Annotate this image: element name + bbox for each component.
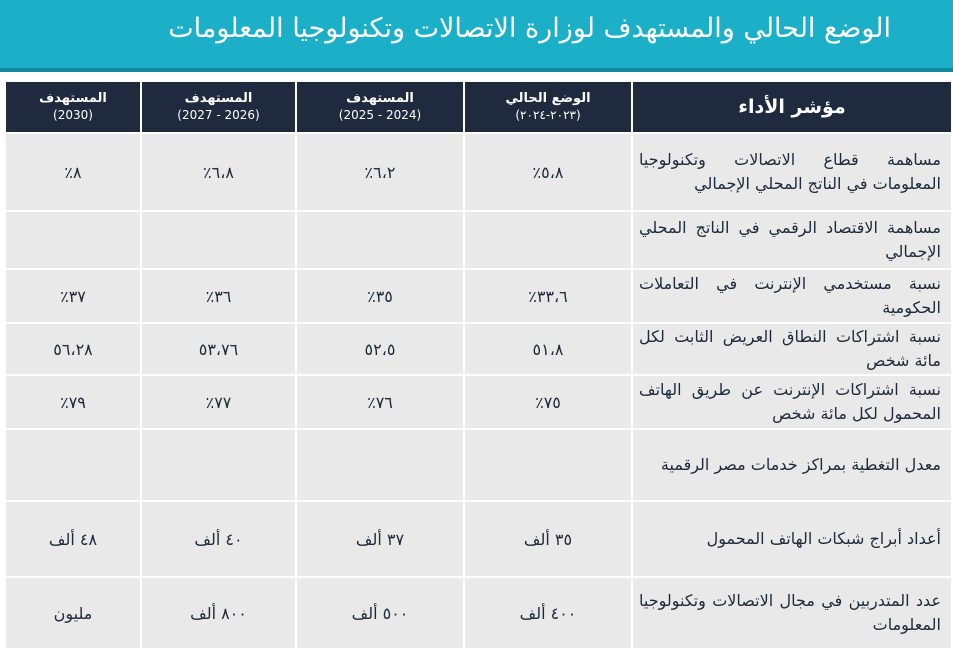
value-cell: ٣٣،٦٪ [463,268,633,324]
indicator-cell: معدل التغطية بمراكز خدمات مصر الرقمية [631,428,953,502]
value-cell [140,210,297,270]
table-row: عدد المتدربين في مجال الاتصالات وتكنولوج… [4,576,953,650]
column-header-target-2027: المستهدف (2026 - 2027) [140,80,297,134]
table-row: نسبة اشتراكات الإنترنت عن طريق الهاتف ال… [4,374,953,430]
value-cell: ٨٠٠ ألف [140,576,297,650]
table-row: أعداد أبراج شبكات الهاتف المحمول ٣٥ ألف … [4,500,953,578]
column-header-label: الوضع الحالي [505,91,591,106]
column-header-period: (2026 - 2027) [177,108,260,122]
value-cell: ٥٢،٥ [295,322,465,376]
table-row: نسبة مستخدمي الإنترنت في التعاملات الحكو… [4,268,953,324]
column-header-period: (2024 - 2025) [338,108,422,122]
table-row: مساهمة قطاع الاتصالات وتكنولوجيا المعلوم… [4,132,953,212]
column-header-target-2025: المستهدف (2024 - 2025) [295,80,465,134]
value-cell [140,428,297,502]
column-header-period: (2030) [53,108,93,122]
indicator-column-header: مؤشر الأداء [631,80,953,134]
value-cell: ٦،٨٪ [140,132,297,212]
value-cell: ٣٧٪ [4,268,142,324]
value-cell: ٣٧ ألف [295,500,465,578]
value-cell: ٥٠٠ ألف [295,576,465,650]
value-cell: مليون [4,576,142,650]
column-header-label: المستهدف [184,91,253,106]
value-cell [463,428,633,502]
title-banner: الوضع الحالي والمستهدف لوزارة الاتصالات … [0,0,953,72]
value-cell: ٧٦٪ [295,374,465,430]
value-cell: ٣٦٪ [140,268,297,324]
indicator-cell: مساهمة قطاع الاتصالات وتكنولوجيا المعلوم… [631,132,953,212]
kpi-table: مؤشر الأداء الوضع الحالي (٢٠٢٣-٢٠٢٤) الم… [4,80,953,650]
column-header-target-2030: المستهدف (2030) [4,80,142,134]
indicator-cell: نسبة مستخدمي الإنترنت في التعاملات الحكو… [631,268,953,324]
value-cell: ٥١،٨ [463,322,633,376]
indicator-cell: نسبة اشتراكات النطاق العريض الثابت لكل م… [631,322,953,376]
table-row: مساهمة الاقتصاد الرقمي في الناتج المحلي … [4,210,953,270]
table-row: نسبة اشتراكات النطاق العريض الثابت لكل م… [4,322,953,376]
value-cell: ٨٪ [4,132,142,212]
value-cell: ٣٥ ألف [463,500,633,578]
value-cell [463,210,633,270]
column-header-label: المستهدف [39,91,107,106]
indicator-cell: عدد المتدربين في مجال الاتصالات وتكنولوج… [631,576,953,650]
indicator-cell: أعداد أبراج شبكات الهاتف المحمول [631,500,953,578]
table-header-row: مؤشر الأداء الوضع الحالي (٢٠٢٣-٢٠٢٤) الم… [4,80,953,134]
column-header-current: الوضع الحالي (٢٠٢٣-٢٠٢٤) [463,80,633,134]
value-cell: ٣٥٪ [295,268,465,324]
value-cell: ٧٧٪ [140,374,297,430]
value-cell [295,428,465,502]
indicator-cell: نسبة اشتراكات الإنترنت عن طريق الهاتف ال… [631,374,953,430]
value-cell: ٤٠٠ ألف [463,576,633,650]
page-title: الوضع الحالي والمستهدف لوزارة الاتصالات … [168,13,891,44]
column-header-label: المستهدف [346,91,414,106]
value-cell: ٦،٢٪ [295,132,465,212]
value-cell: ٥،٨٪ [463,132,633,212]
column-header-period: (٢٠٢٣-٢٠٢٤) [515,108,581,122]
value-cell: ٧٩٪ [4,374,142,430]
table-row: معدل التغطية بمراكز خدمات مصر الرقمية [4,428,953,502]
indicator-cell: مساهمة الاقتصاد الرقمي في الناتج المحلي … [631,210,953,270]
value-cell: ٥٣،٧٦ [140,322,297,376]
value-cell: ٧٥٪ [463,374,633,430]
value-cell [295,210,465,270]
value-cell [4,428,142,502]
value-cell [4,210,142,270]
value-cell: ٤٨ ألف [4,500,142,578]
value-cell: ٤٠ ألف [140,500,297,578]
value-cell: ٥٦،٢٨ [4,322,142,376]
